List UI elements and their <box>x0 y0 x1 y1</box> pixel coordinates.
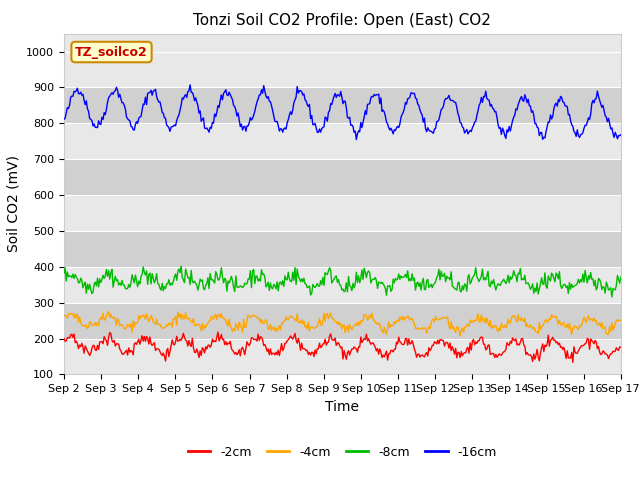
-16cm <box>617 132 625 138</box>
-8cm <box>329 278 337 284</box>
Line: -4cm: -4cm <box>64 312 621 336</box>
-2cm <box>329 337 337 343</box>
Bar <box>64 338 621 374</box>
Bar <box>64 159 621 195</box>
Line: -8cm: -8cm <box>64 266 621 297</box>
-2cm <box>606 352 614 358</box>
-4cm <box>393 318 401 324</box>
-8cm <box>608 294 616 300</box>
-16cm <box>329 97 337 103</box>
-8cm <box>177 263 185 269</box>
-16cm <box>394 123 401 129</box>
Title: Tonzi Soil CO2 Profile: Open (East) CO2: Tonzi Soil CO2 Profile: Open (East) CO2 <box>193 13 492 28</box>
-8cm <box>393 277 401 283</box>
-4cm <box>105 309 113 314</box>
-16cm <box>186 82 194 88</box>
-2cm <box>393 339 401 345</box>
-4cm <box>617 317 625 323</box>
Bar <box>64 231 621 267</box>
Legend: -2cm, -4cm, -8cm, -16cm: -2cm, -4cm, -8cm, -16cm <box>183 441 502 464</box>
-2cm <box>214 329 222 335</box>
-16cm <box>353 137 360 143</box>
-2cm <box>362 331 370 337</box>
-4cm <box>326 313 333 319</box>
Bar <box>64 87 621 123</box>
Bar <box>64 51 621 87</box>
-4cm <box>456 333 464 339</box>
-8cm <box>362 275 370 280</box>
Line: -2cm: -2cm <box>64 332 621 362</box>
-2cm <box>60 336 68 341</box>
-16cm <box>364 102 371 108</box>
-16cm <box>326 108 333 114</box>
Line: -16cm: -16cm <box>64 85 621 140</box>
Bar <box>64 123 621 159</box>
-4cm <box>362 313 370 319</box>
-2cm <box>569 360 577 365</box>
-8cm <box>617 274 625 280</box>
-16cm <box>60 116 68 122</box>
-16cm <box>606 121 614 127</box>
-8cm <box>605 287 612 293</box>
-4cm <box>60 312 68 318</box>
-16cm <box>519 97 527 103</box>
Text: TZ_soilco2: TZ_soilco2 <box>75 46 148 59</box>
Bar <box>64 267 621 303</box>
X-axis label: Time: Time <box>325 400 360 414</box>
Bar <box>64 195 621 231</box>
-2cm <box>326 333 333 339</box>
Bar <box>64 303 621 338</box>
-4cm <box>329 315 337 321</box>
Y-axis label: Soil CO2 (mV): Soil CO2 (mV) <box>7 156 20 252</box>
-8cm <box>60 270 68 276</box>
-2cm <box>617 345 625 350</box>
-4cm <box>606 324 614 330</box>
-8cm <box>326 265 333 271</box>
-8cm <box>518 277 525 283</box>
-4cm <box>519 317 527 323</box>
-2cm <box>518 336 525 342</box>
